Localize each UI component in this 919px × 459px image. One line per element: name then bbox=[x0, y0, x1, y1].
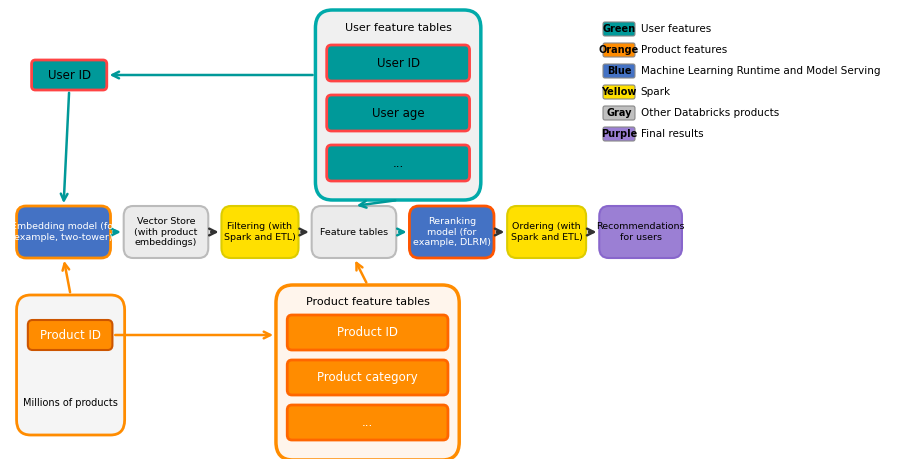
Text: User features: User features bbox=[640, 24, 710, 34]
Text: Product category: Product category bbox=[317, 371, 417, 384]
Text: Product ID: Product ID bbox=[40, 329, 100, 341]
Text: Filtering (with
Spark and ETL): Filtering (with Spark and ETL) bbox=[224, 222, 296, 242]
Text: Yellow: Yellow bbox=[601, 87, 636, 97]
FancyBboxPatch shape bbox=[602, 43, 634, 57]
FancyBboxPatch shape bbox=[221, 206, 298, 258]
FancyBboxPatch shape bbox=[598, 206, 681, 258]
Text: Other Databricks products: Other Databricks products bbox=[640, 108, 778, 118]
Text: Green: Green bbox=[602, 24, 635, 34]
FancyBboxPatch shape bbox=[276, 285, 459, 459]
Text: Blue: Blue bbox=[607, 66, 630, 76]
FancyBboxPatch shape bbox=[602, 64, 634, 78]
FancyBboxPatch shape bbox=[602, 85, 634, 99]
FancyBboxPatch shape bbox=[326, 95, 469, 131]
FancyBboxPatch shape bbox=[123, 206, 208, 258]
FancyBboxPatch shape bbox=[312, 206, 396, 258]
FancyBboxPatch shape bbox=[602, 127, 634, 141]
FancyBboxPatch shape bbox=[602, 106, 634, 120]
Text: Product features: Product features bbox=[640, 45, 726, 55]
Text: Embedding model (for
example, two-tower): Embedding model (for example, two-tower) bbox=[10, 222, 117, 242]
Text: ...: ... bbox=[361, 416, 373, 429]
FancyBboxPatch shape bbox=[17, 295, 124, 435]
Text: User ID: User ID bbox=[376, 56, 419, 69]
FancyBboxPatch shape bbox=[31, 60, 107, 90]
FancyBboxPatch shape bbox=[287, 360, 448, 395]
Text: Vector Store
(with product
embeddings): Vector Store (with product embeddings) bbox=[134, 217, 198, 247]
FancyBboxPatch shape bbox=[17, 206, 110, 258]
Text: Purple: Purple bbox=[600, 129, 637, 139]
Text: Spark: Spark bbox=[640, 87, 670, 97]
Text: Millions of products: Millions of products bbox=[23, 398, 118, 408]
FancyBboxPatch shape bbox=[602, 22, 634, 36]
FancyBboxPatch shape bbox=[28, 320, 112, 350]
Text: Final results: Final results bbox=[640, 129, 702, 139]
Text: Reranking
model (for
example, DLRM): Reranking model (for example, DLRM) bbox=[413, 217, 490, 247]
FancyBboxPatch shape bbox=[506, 206, 585, 258]
Text: Feature tables: Feature tables bbox=[320, 228, 388, 236]
FancyBboxPatch shape bbox=[287, 405, 448, 440]
FancyBboxPatch shape bbox=[287, 315, 448, 350]
Text: User age: User age bbox=[371, 106, 424, 119]
FancyBboxPatch shape bbox=[326, 45, 469, 81]
Text: Recommendations
for users: Recommendations for users bbox=[596, 222, 684, 242]
FancyBboxPatch shape bbox=[315, 10, 481, 200]
Text: Product feature tables: Product feature tables bbox=[305, 297, 429, 307]
FancyBboxPatch shape bbox=[326, 145, 469, 181]
Text: Machine Learning Runtime and Model Serving: Machine Learning Runtime and Model Servi… bbox=[640, 66, 879, 76]
Text: Gray: Gray bbox=[606, 108, 631, 118]
Text: User feature tables: User feature tables bbox=[345, 23, 451, 33]
Text: User ID: User ID bbox=[48, 68, 91, 82]
Text: ...: ... bbox=[392, 157, 403, 169]
Text: Orange: Orange bbox=[598, 45, 639, 55]
Text: Product ID: Product ID bbox=[336, 326, 398, 339]
Text: Ordering (with
Spark and ETL): Ordering (with Spark and ETL) bbox=[510, 222, 582, 242]
FancyBboxPatch shape bbox=[409, 206, 494, 258]
